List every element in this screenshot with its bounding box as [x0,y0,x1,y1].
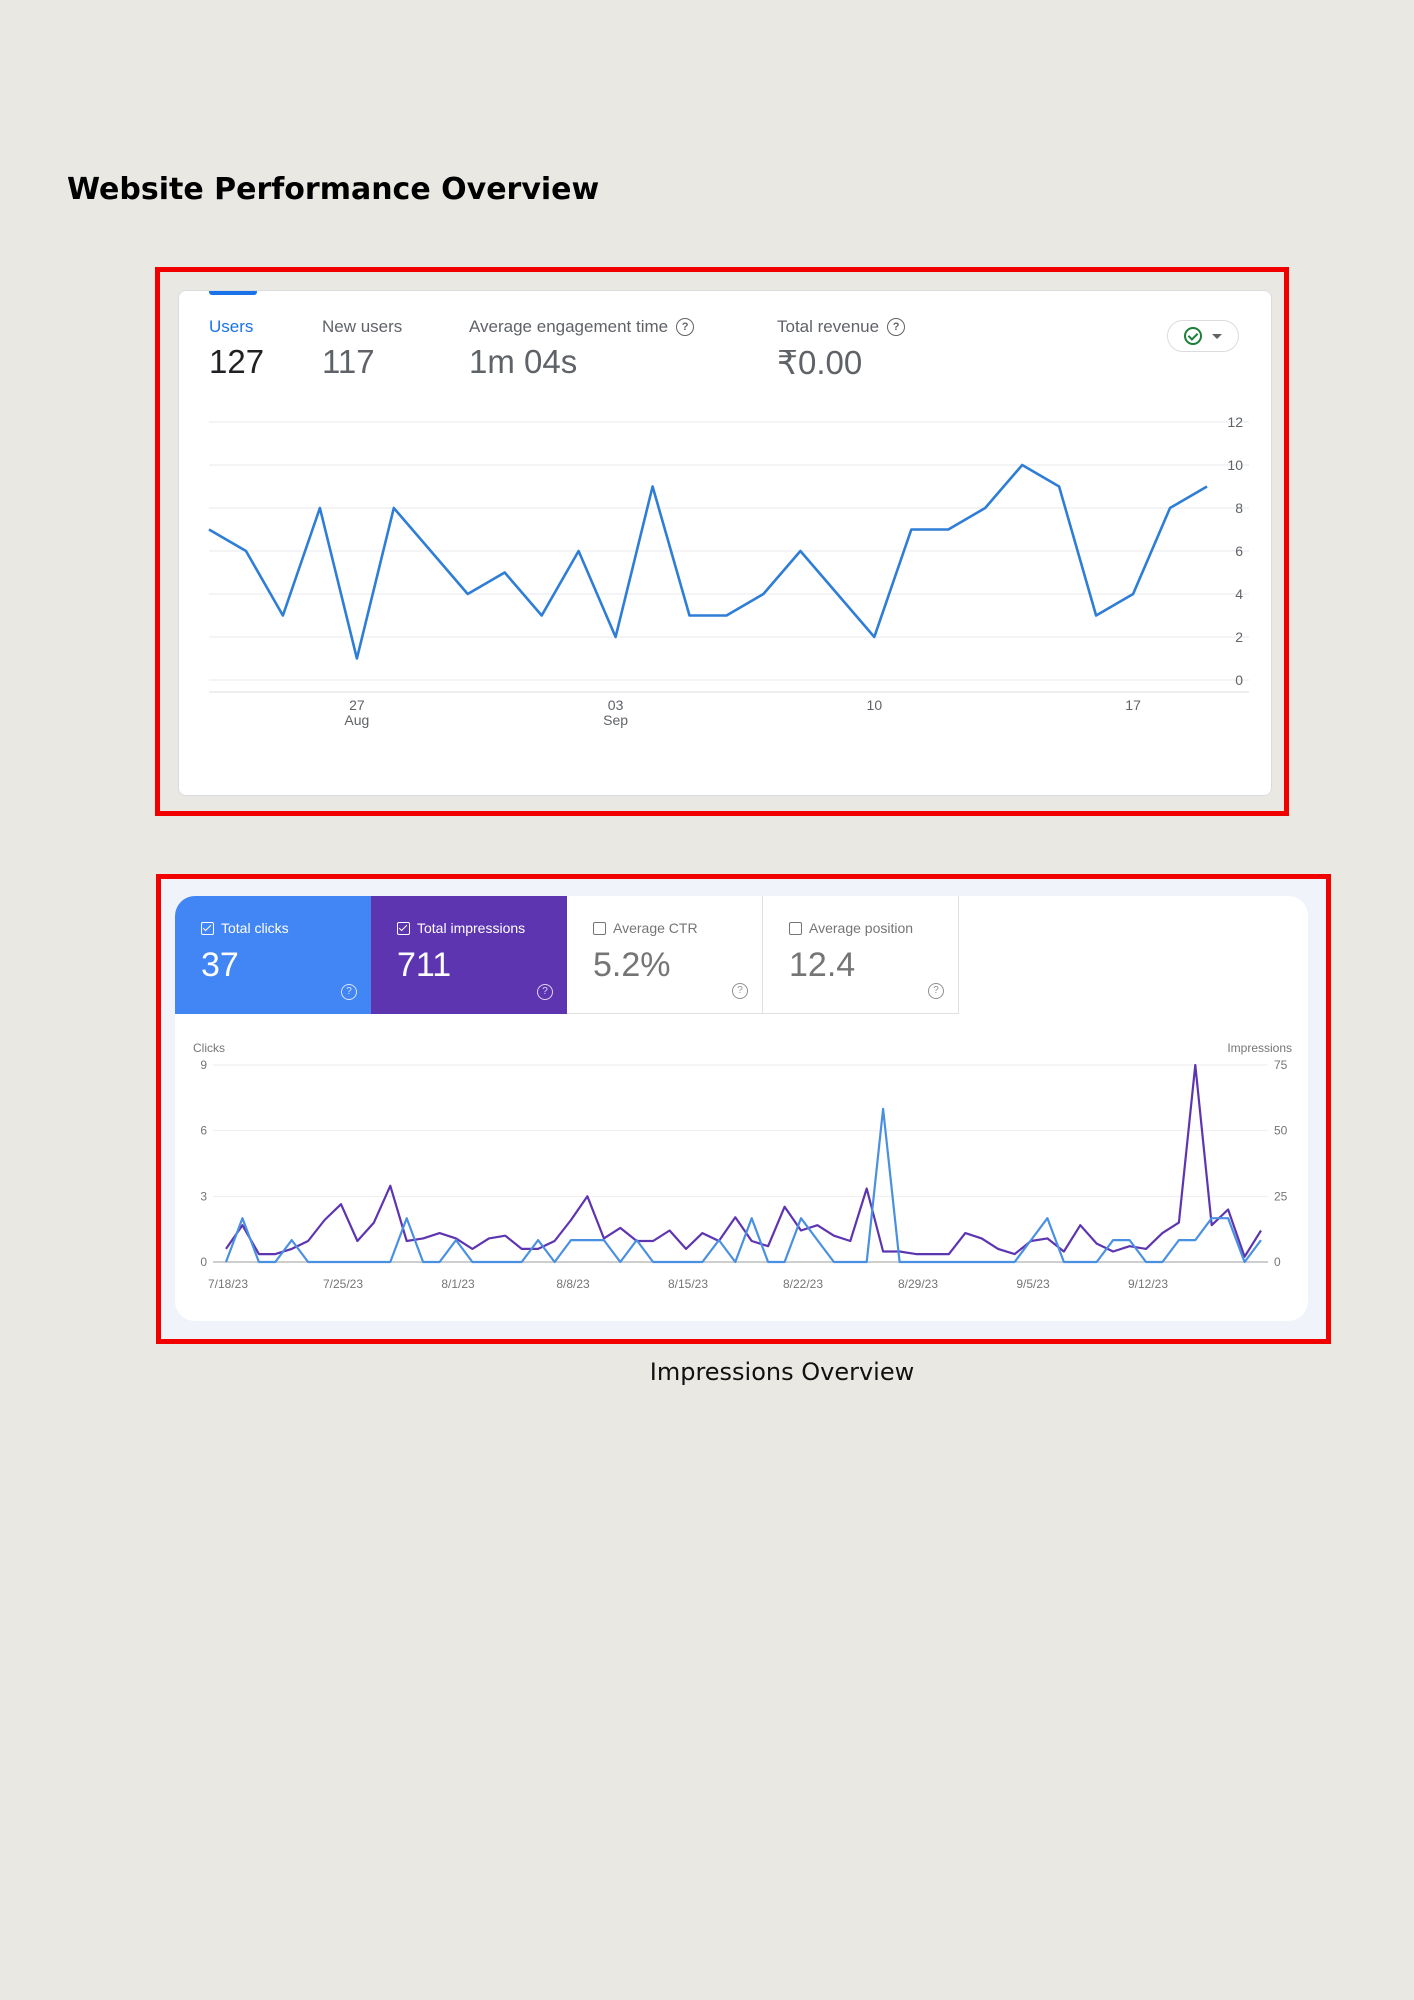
y-tick-label: 12 [1227,414,1243,430]
analytics-card: Users 127 New users 117 Average engageme… [178,290,1272,796]
y-left-tick-label: 3 [200,1189,207,1203]
help-icon[interactable]: ? [887,318,906,336]
compare-dropdown-button[interactable] [1167,320,1239,352]
search-console-card: Total clicks 37 ? Total impressions 711 … [175,896,1308,1321]
y-tick-label: 2 [1235,629,1243,645]
checkbox-unchecked-icon[interactable] [593,921,606,935]
check-circle-icon [1184,327,1202,345]
y-right-tick-label: 0 [1274,1255,1281,1269]
x-tick-label: 7/25/23 [323,1277,363,1291]
figure-caption: Impressions Overview [649,1358,915,1386]
x-tick-label: 8/1/23 [441,1277,475,1291]
checkbox-checked-icon[interactable] [201,921,214,935]
x-tick-label: 17 [1125,697,1141,713]
tile-label: Average CTR [613,920,698,936]
metric-tab-new-users[interactable]: New users 117 [322,317,402,381]
x-tick-label: 9/12/23 [1128,1277,1168,1291]
metric-label: Total revenue [777,317,880,336]
caret-down-icon [1212,333,1222,339]
metric-value: 127 [209,343,265,380]
metric-value: ₹0.00 [777,344,863,381]
metric-tab-users[interactable]: Users 127 [209,317,264,381]
y-tick-label: 6 [1235,543,1243,559]
left-axis-title: Clicks [193,1041,225,1055]
tile-value: 12.4 [789,946,856,984]
users-series-line [208,463,1208,660]
metric-label: New users [322,317,403,336]
tile-average-ctr[interactable]: Average CTR 5.2% ? [567,896,763,1014]
tile-value: 5.2% [593,946,671,984]
metric-tab-engagement-time[interactable]: Average engagement time? 1m 04s [469,317,695,381]
checkbox-unchecked-icon[interactable] [789,921,802,935]
y-left-tick-label: 0 [200,1255,207,1269]
y-tick-label: 10 [1227,457,1243,473]
x-tick-label: 03 [608,697,624,713]
y-left-tick-label: 9 [200,1058,207,1072]
analytics-highlight-frame: Users 127 New users 117 Average engageme… [155,267,1289,816]
x-tick-label: 8/8/23 [556,1277,590,1291]
active-tab-indicator [209,291,257,295]
checkbox-checked-icon[interactable] [397,921,410,935]
help-icon[interactable]: ? [341,984,357,1000]
y-right-tick-label: 50 [1274,1124,1288,1138]
tile-label: Total clicks [221,920,289,936]
tile-label: Total impressions [417,920,526,936]
x-tick-label: 9/5/23 [1016,1277,1050,1291]
impressions-series-line [225,1063,1262,1258]
y-tick-label: 8 [1235,500,1243,516]
metric-tab-total-revenue[interactable]: Total revenue? ₹0.00 [777,317,906,382]
tile-total-impressions[interactable]: Total impressions 711 ? [371,896,567,1014]
metric-label: Average engagement time [469,317,669,336]
x-tick-label: 7/18/23 [208,1277,248,1291]
x-tick-label: 10 [867,697,883,713]
metric-value: 1m 04s [469,343,578,380]
x-tick-label: 8/29/23 [898,1277,938,1291]
metric-label: Users [209,317,254,336]
y-right-tick-label: 75 [1274,1058,1288,1072]
tile-total-clicks[interactable]: Total clicks 37 ? [175,896,371,1014]
tile-average-position[interactable]: Average position 12.4 ? [763,896,959,1014]
y-tick-label: 4 [1235,586,1243,602]
x-tick-sublabel: Aug [344,712,369,728]
y-right-tick-label: 25 [1274,1189,1288,1203]
page-title: Website Performance Overview [67,172,600,207]
x-tick-sublabel: Sep [603,712,628,728]
x-tick-label: 27 [349,697,365,713]
tile-value: 37 [201,946,239,984]
help-icon[interactable]: ? [537,984,553,1000]
y-tick-label: 0 [1235,672,1243,688]
clicks-series-line [224,1107,1262,1264]
tile-label: Average position [809,920,914,936]
y-left-tick-label: 6 [200,1124,207,1138]
metric-value: 117 [322,343,375,380]
help-icon[interactable]: ? [676,318,695,336]
x-tick-label: 8/22/23 [783,1277,823,1291]
right-axis-title: Impressions [1227,1041,1292,1055]
search-console-highlight-frame: Total clicks 37 ? Total impressions 711 … [156,874,1331,1344]
tile-value: 711 [397,946,452,984]
help-icon[interactable]: ? [732,983,748,999]
x-tick-label: 8/15/23 [668,1277,708,1291]
help-icon[interactable]: ? [928,983,944,999]
